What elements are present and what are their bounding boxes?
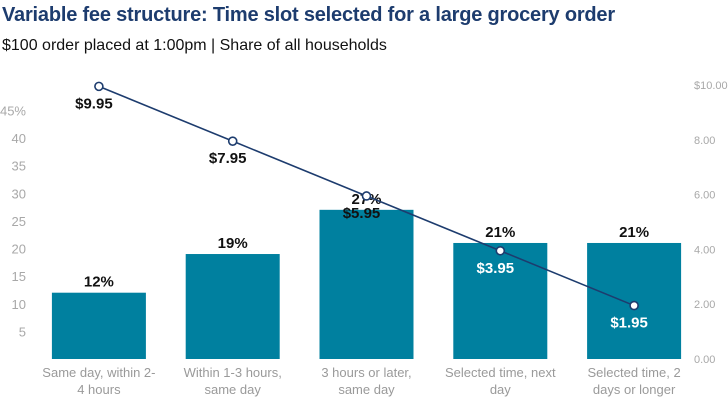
- category-label-4: Selected time, next day: [445, 365, 556, 397]
- chart-title: Variable fee structure: Time slot select…: [2, 4, 615, 26]
- left-tick-15: 15: [12, 269, 26, 284]
- right-axis-ticks: 0.00 2.00 4.00 6.00 8.00 $10.00: [694, 80, 728, 366]
- chart-subtitle: $100 order placed at 1:00pm | Share of a…: [2, 37, 387, 54]
- bar-series: [51, 209, 682, 359]
- right-tick-6: 6.00: [694, 190, 715, 202]
- fee-point-3: [361, 191, 372, 201]
- fee-point-4: [495, 245, 506, 256]
- bar-label-4: 21%: [485, 224, 515, 241]
- right-tick-2: 2.00: [694, 299, 715, 311]
- fee-value-labels: $9.95 $7.95 $5.95 $3.95 $1.95: [75, 95, 648, 331]
- bar-2: [185, 254, 280, 359]
- category-label-3: 3 hours or later, same day: [321, 365, 411, 397]
- left-axis-ticks: 5 10 15 20 25 30 35 40 45%: [0, 103, 26, 339]
- bar-label-2: 19%: [218, 235, 248, 252]
- left-tick-30: 30: [12, 186, 26, 201]
- fee-point-1: [94, 81, 104, 92]
- bar-3: [319, 209, 414, 359]
- fee-label-1: $9.95: [75, 95, 113, 112]
- left-tick-35: 35: [12, 159, 26, 174]
- left-tick-45: 45%: [0, 103, 26, 118]
- bar-label-5: 21%: [619, 224, 649, 241]
- fee-line-series: [94, 81, 639, 311]
- category-label-5: Selected time, 2 days or longer: [587, 365, 680, 397]
- bar-4: [453, 242, 548, 359]
- bar-1: [51, 292, 146, 359]
- fee-label-3: $5.95: [343, 205, 381, 222]
- category-label-2: Within 1-3 hours, same day: [184, 365, 282, 397]
- left-tick-5: 5: [19, 324, 26, 339]
- fee-label-5: $1.95: [610, 315, 648, 332]
- left-tick-20: 20: [12, 242, 26, 257]
- category-labels: Same day, within 2-4 hours Within 1-3 hou…: [42, 365, 680, 397]
- category-label-1: Same day, within 2-4 hours: [42, 365, 155, 397]
- bar-label-1: 12%: [84, 274, 114, 291]
- fee-point-5: [629, 300, 639, 311]
- fee-label-4: $3.95: [477, 260, 515, 277]
- right-tick-10: $10.00: [694, 80, 728, 92]
- left-tick-40: 40: [12, 131, 26, 146]
- fee-label-2: $7.95: [209, 150, 247, 167]
- left-tick-10: 10: [12, 297, 26, 312]
- right-tick-8: 8.00: [694, 135, 715, 147]
- fee-point-2: [227, 136, 238, 146]
- right-tick-4: 4.00: [694, 244, 715, 256]
- left-tick-25: 25: [12, 214, 26, 229]
- right-tick-0: 0.00: [694, 354, 715, 366]
